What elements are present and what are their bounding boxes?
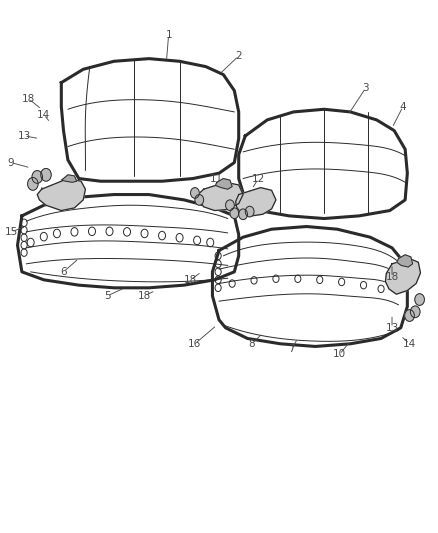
Text: 13: 13 [18, 131, 31, 141]
Circle shape [41, 168, 51, 181]
Circle shape [405, 310, 414, 321]
Text: 6: 6 [60, 267, 67, 277]
Circle shape [226, 200, 234, 211]
Text: 18: 18 [138, 291, 151, 301]
Text: 8: 8 [248, 339, 255, 349]
Polygon shape [236, 188, 276, 216]
Text: 13: 13 [385, 323, 399, 333]
Polygon shape [198, 182, 243, 211]
Text: 15: 15 [4, 227, 18, 237]
Text: 18: 18 [385, 272, 399, 282]
Text: 3: 3 [362, 83, 369, 93]
Text: 11: 11 [210, 174, 223, 183]
Text: 18: 18 [184, 275, 197, 285]
Circle shape [28, 177, 38, 190]
Circle shape [191, 188, 199, 198]
Circle shape [195, 195, 204, 205]
Circle shape [32, 171, 42, 183]
Text: 1: 1 [165, 30, 172, 39]
Text: 18: 18 [22, 94, 35, 103]
Circle shape [410, 306, 420, 318]
Text: 14: 14 [403, 339, 416, 349]
Circle shape [415, 294, 424, 305]
Circle shape [239, 209, 247, 220]
Polygon shape [61, 175, 77, 182]
Text: 4: 4 [399, 102, 406, 111]
Polygon shape [397, 255, 413, 267]
Text: 12: 12 [252, 174, 265, 183]
Text: 14: 14 [37, 110, 50, 119]
Polygon shape [215, 179, 232, 189]
Polygon shape [37, 179, 85, 211]
Polygon shape [385, 259, 420, 294]
Text: 7: 7 [288, 344, 295, 354]
Circle shape [230, 208, 239, 219]
Text: 10: 10 [333, 350, 346, 359]
Text: 9: 9 [7, 158, 14, 167]
Text: 16: 16 [188, 339, 201, 349]
Circle shape [245, 206, 254, 217]
Text: 2: 2 [235, 51, 242, 61]
Text: 5: 5 [104, 291, 111, 301]
